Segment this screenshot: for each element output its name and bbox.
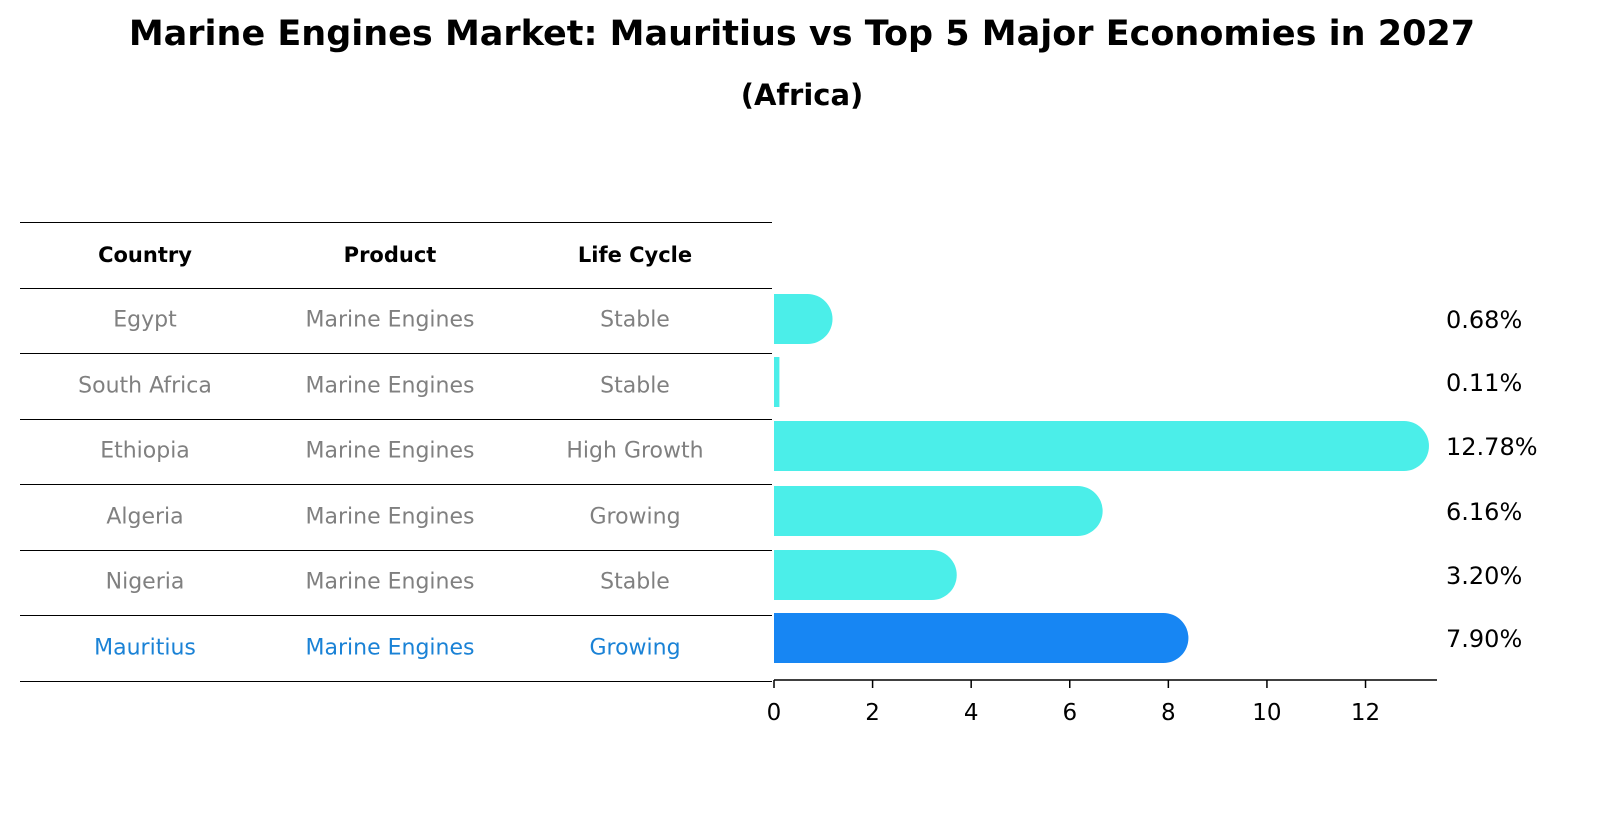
value-label: 0.11% (1446, 369, 1522, 397)
table-cell-product: Marine Engines (305, 307, 475, 333)
table-cell-country: Ethiopia (100, 438, 190, 464)
table-rule (20, 287, 772, 289)
table-rule (20, 680, 772, 682)
table-cell-country: South Africa (78, 373, 212, 399)
value-label: 6.16% (1446, 498, 1522, 526)
bar-algeria (774, 486, 1103, 536)
table-cell-life-cycle: Growing (589, 635, 681, 661)
chart-subtitle: (Africa) (740, 78, 864, 112)
value-label: 12.78% (1446, 433, 1538, 461)
table-cell-country: Algeria (106, 504, 184, 530)
table-cell-country: Nigeria (105, 569, 185, 595)
x-tick-label: 4 (964, 700, 979, 726)
x-tick-label: 2 (865, 700, 880, 726)
table-cell-product: Marine Engines (305, 373, 475, 399)
table-rule (20, 484, 772, 485)
table-header: Country (98, 242, 192, 267)
x-tick-label: 10 (1252, 700, 1281, 726)
table-rule (20, 615, 772, 616)
x-tick-label: 6 (1062, 700, 1077, 726)
x-tick-label: 0 (767, 700, 782, 726)
table-cell-life-cycle: Stable (600, 569, 670, 595)
table-cell-country: Mauritius (94, 635, 196, 661)
table-header: Product (343, 242, 437, 267)
table-cell-product: Marine Engines (305, 635, 475, 661)
table-cell-life-cycle: High Growth (566, 438, 704, 464)
x-tick-label: 12 (1351, 700, 1380, 726)
table-cell-country: Egypt (113, 307, 177, 333)
value-label: 7.90% (1446, 625, 1522, 653)
x-tick-label: 8 (1161, 700, 1176, 726)
bar-mauritius (774, 613, 1189, 663)
chart-title: Marine Engines Market: Mauritius vs Top … (128, 14, 1476, 54)
table-cell-life-cycle: Stable (600, 373, 670, 399)
table-rule (20, 418, 772, 420)
bar-nigeria (774, 550, 957, 600)
table-cell-product: Marine Engines (305, 569, 475, 595)
table-header: Life Cycle (577, 242, 693, 267)
table-rule (20, 353, 772, 354)
table-cell-life-cycle: Growing (589, 504, 681, 530)
table-cell-product: Marine Engines (305, 438, 475, 464)
bar-south-africa (774, 357, 780, 407)
value-label: 0.68% (1446, 306, 1522, 334)
table-cell-product: Marine Engines (305, 504, 475, 530)
table-rule (20, 222, 772, 223)
bar-egypt (774, 294, 833, 344)
table-rule (20, 549, 772, 551)
value-label: 3.20% (1446, 562, 1522, 590)
bar-ethiopia (774, 421, 1429, 471)
table-cell-life-cycle: Stable (600, 307, 670, 333)
